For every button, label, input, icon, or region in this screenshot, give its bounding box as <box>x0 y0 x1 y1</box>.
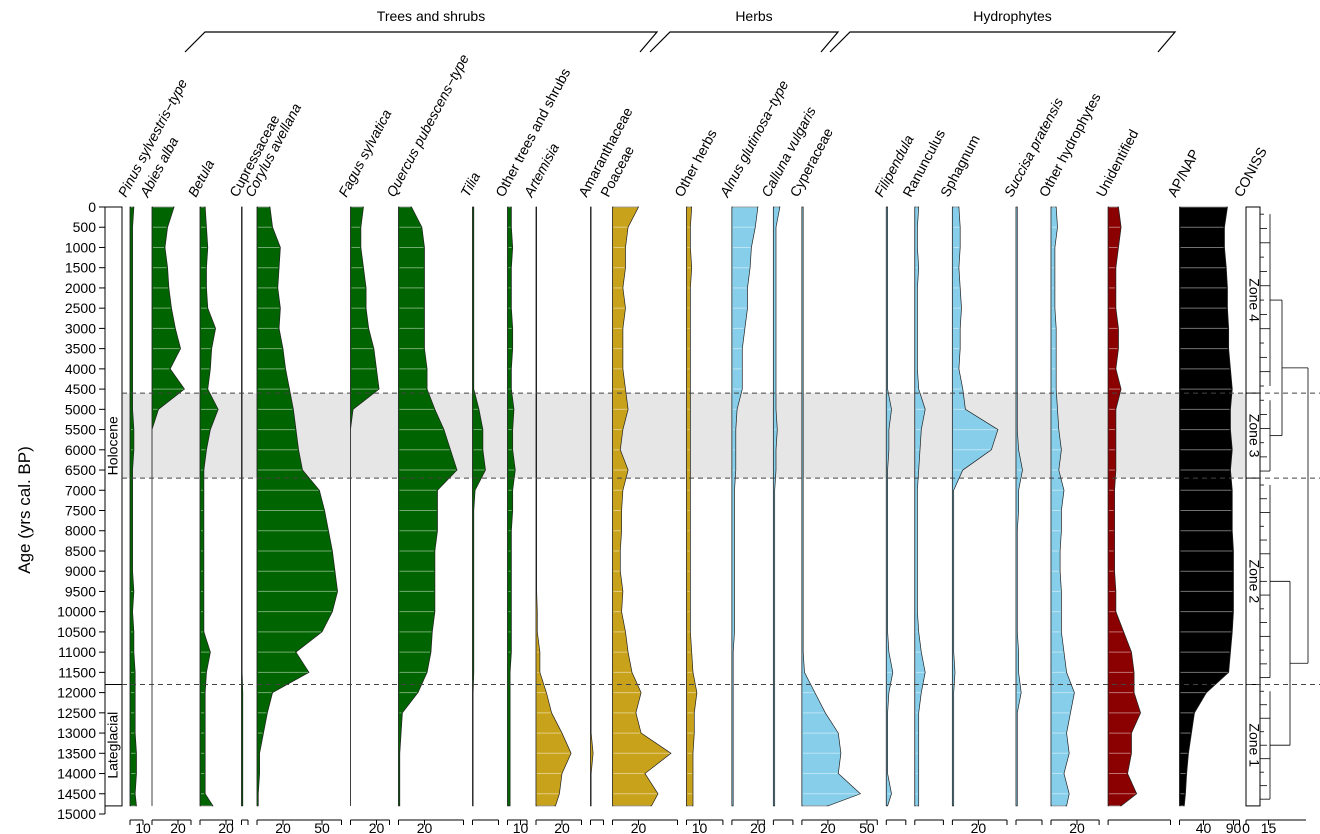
pollen-curve <box>686 206 698 807</box>
period-box <box>104 684 123 807</box>
y-tick-label: 13500 <box>57 745 96 761</box>
x-tick-label: 50 <box>314 820 330 834</box>
x-tick-label: 20 <box>417 820 433 834</box>
y-tick-label: 10500 <box>57 624 96 640</box>
column-title: Quercus pubescens−type <box>383 51 472 199</box>
period-label: Lateglacial <box>105 712 121 779</box>
x-tick-label: 20 <box>170 820 186 834</box>
group-title: Trees and shrubs <box>377 8 485 24</box>
y-axis-label: Age (yrs cal. BP) <box>15 446 34 574</box>
pollen-curve <box>590 206 594 807</box>
pollen-curve <box>1179 206 1234 807</box>
pollen-curve <box>773 206 781 807</box>
y-tick-label: 1000 <box>65 239 96 255</box>
pollen-curve <box>199 206 219 807</box>
pollen-curve <box>256 206 338 807</box>
y-tick-label: 15000 <box>57 806 96 822</box>
x-tick-label: 40 <box>1196 820 1212 834</box>
y-tick-label: 1500 <box>65 260 96 276</box>
zone-label: Zone 4 <box>1246 278 1262 322</box>
group-title: Herbs <box>735 8 772 24</box>
y-tick-label: 4000 <box>65 361 96 377</box>
zone-label: Zone 2 <box>1246 560 1262 604</box>
y-tick-label: 9500 <box>65 583 96 599</box>
y-tick-label: 9000 <box>65 563 96 579</box>
y-tick-label: 0 <box>88 199 96 215</box>
y-tick-label: 8500 <box>65 543 96 559</box>
y-tick-label: 2500 <box>65 300 96 316</box>
column-title: Betula <box>185 157 218 200</box>
x-tick-label: 10 <box>692 820 708 834</box>
pollen-curve <box>885 206 894 807</box>
y-tick-label: 5000 <box>65 401 96 417</box>
y-tick-label: 12000 <box>57 685 96 701</box>
group-title: Hydrophytes <box>973 8 1052 24</box>
y-tick-label: 7000 <box>65 482 96 498</box>
group-bracket <box>184 31 659 53</box>
column-title: CONISS <box>1231 144 1270 199</box>
group-bracket <box>649 31 840 53</box>
pollen-curve <box>507 206 516 807</box>
zone-label: Zone 3 <box>1246 414 1262 458</box>
pollen-curve <box>914 206 926 807</box>
pollen-curve <box>472 206 486 807</box>
pollen-curve <box>1107 206 1141 807</box>
pollen-curve <box>241 206 244 807</box>
pollen-curve <box>151 206 185 806</box>
y-tick-label: 7500 <box>65 503 96 519</box>
y-tick-label: 12500 <box>57 705 96 721</box>
x-tick-label: 20 <box>218 820 234 834</box>
x-tick-label: 15 <box>1261 820 1277 834</box>
pollen-curve <box>1015 206 1023 807</box>
column-title: Unidentified <box>1093 127 1142 200</box>
x-tick-label: 20 <box>750 820 766 834</box>
pollen-curve <box>129 206 137 807</box>
pollen-curve <box>1050 206 1075 807</box>
x-tick-label: 0 <box>1242 820 1250 834</box>
zone-label: Zone 1 <box>1246 723 1262 767</box>
x-tick-label: 20 <box>1069 820 1085 834</box>
y-tick-label: 2000 <box>65 280 96 296</box>
y-tick-label: 11500 <box>58 664 96 680</box>
x-tick-label: 20 <box>369 820 385 834</box>
pollen-curve <box>350 206 380 806</box>
y-tick-label: 6000 <box>65 442 96 458</box>
x-tick-label: 90 <box>1226 820 1242 834</box>
pollen-curve <box>731 206 759 807</box>
x-tick-label: 10 <box>135 820 151 834</box>
x-tick-label: 50 <box>859 820 875 834</box>
y-tick-label: 3500 <box>65 341 96 357</box>
pollen-curve <box>535 206 572 807</box>
column-title: Tilia <box>457 169 483 199</box>
group-bracket <box>829 31 1177 53</box>
y-tick-label: 10000 <box>57 604 96 620</box>
column-title: AP/NAP <box>1164 147 1202 200</box>
x-tick-label: 20 <box>971 820 987 834</box>
x-tick-label: 10 <box>513 820 529 834</box>
y-tick-label: 5500 <box>65 422 96 438</box>
pollen-curve <box>801 206 862 807</box>
y-tick-label: 4500 <box>65 381 96 397</box>
y-tick-label: 14000 <box>57 766 96 782</box>
x-tick-label: 20 <box>275 820 291 834</box>
y-tick-label: 11000 <box>58 644 96 660</box>
column-title: Other herbs <box>671 127 720 200</box>
x-tick-label: 20 <box>631 820 647 834</box>
y-tick-label: 13000 <box>57 725 96 741</box>
x-tick-label: 20 <box>554 820 570 834</box>
pollen-curve <box>612 206 672 807</box>
y-tick-label: 3000 <box>65 320 96 336</box>
y-tick-label: 8000 <box>65 523 96 539</box>
period-label: Holocene <box>105 416 121 475</box>
y-tick-label: 500 <box>73 219 97 235</box>
y-tick-label: 14500 <box>57 786 96 802</box>
pollen-curve <box>398 206 458 807</box>
pollen-curve <box>952 206 999 807</box>
x-tick-label: 20 <box>820 820 836 834</box>
y-tick-label: 6500 <box>65 462 96 478</box>
